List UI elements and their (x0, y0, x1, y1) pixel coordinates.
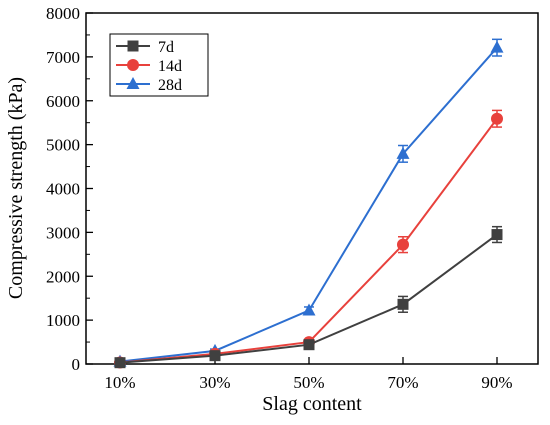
x-tick-label: 10% (104, 373, 135, 392)
x-tick-label: 50% (293, 373, 324, 392)
y-tick-label: 6000 (46, 92, 80, 111)
y-tick-label: 0 (72, 355, 81, 374)
series-7d (114, 225, 503, 369)
data-point (490, 40, 504, 53)
y-axis-title: Compressive strength (kPa) (5, 77, 27, 299)
x-tick-label: 70% (387, 373, 418, 392)
legend-label: 28d (158, 77, 182, 94)
legend-label: 7d (158, 39, 174, 56)
data-point (491, 229, 503, 241)
data-point (491, 112, 503, 125)
legend-label: 14d (158, 58, 182, 75)
legend-marker (127, 59, 139, 71)
y-tick-label: 8000 (46, 4, 80, 23)
y-tick-label: 7000 (46, 48, 80, 67)
data-point (209, 350, 221, 362)
series-14d (114, 109, 503, 369)
y-tick-label: 5000 (46, 136, 80, 155)
data-point (397, 238, 409, 251)
data-point (114, 357, 126, 369)
x-axis-title: Slag content (262, 393, 362, 415)
series-line (119, 118, 498, 364)
data-point (303, 339, 315, 351)
legend-marker (127, 40, 139, 52)
data-point (302, 303, 316, 316)
x-tick-label: 30% (199, 373, 230, 392)
legend-marker (126, 77, 140, 89)
x-tick-label: 90% (481, 373, 512, 392)
y-axis: 0 1000 2000 3000 4000 5000 6000 7000 8000 (46, 4, 93, 374)
y-tick-label: 1000 (46, 311, 80, 330)
series-layer (113, 38, 504, 369)
y-tick-label: 2000 (46, 267, 80, 286)
data-point (397, 298, 409, 310)
legend: 7d 14d 28d (109, 33, 209, 97)
x-axis: 10% 30% 50% 70% 90% (104, 357, 513, 392)
y-tick-label: 4000 (46, 180, 80, 199)
y-tick-label: 3000 (46, 223, 80, 242)
data-point (396, 146, 410, 159)
